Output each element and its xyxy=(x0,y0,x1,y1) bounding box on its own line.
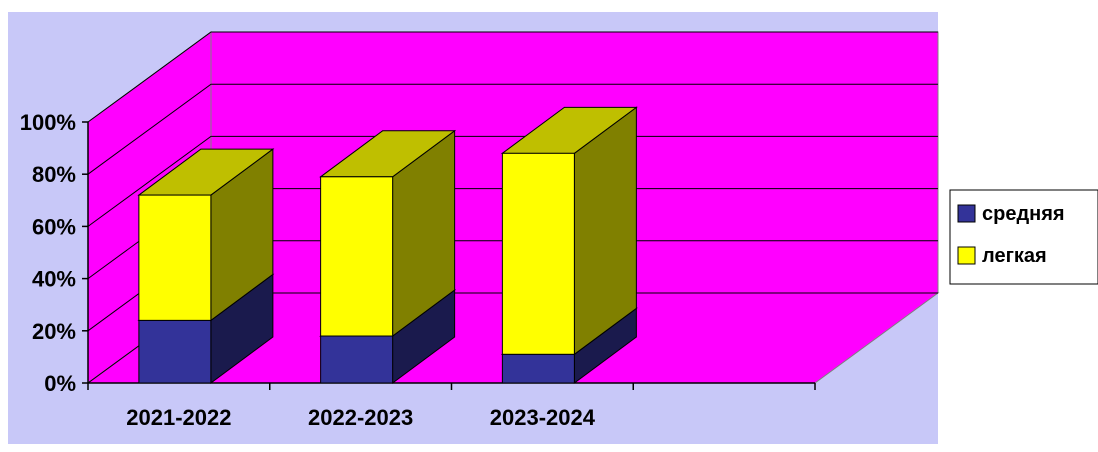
x-tick-labels: 2021-2022 2022-2023 2023-2024 xyxy=(126,405,595,430)
legend-swatch xyxy=(957,204,976,223)
legend-label: легкая xyxy=(982,245,1047,267)
bar-front xyxy=(138,319,212,384)
bar-segment xyxy=(137,148,275,322)
y-tick-label: 0% xyxy=(44,371,76,396)
y-tick-label: 40% xyxy=(32,267,76,292)
legend: средняя легкая xyxy=(949,189,1098,285)
y-tick-label: 80% xyxy=(32,162,76,187)
bar-front xyxy=(501,353,575,384)
legend-swatch xyxy=(957,246,976,265)
y-tick-labels: 0% 20% 40% 60% 80% 100% xyxy=(20,110,76,396)
bar-segment xyxy=(500,106,638,356)
legend-label: средняя xyxy=(982,203,1065,225)
x-tick-label: 2022-2023 xyxy=(308,405,413,430)
gridline xyxy=(87,31,938,123)
y-tick-label: 20% xyxy=(32,319,76,344)
gridline xyxy=(87,135,938,227)
bar-front xyxy=(320,335,394,384)
x-tick-label: 2023-2024 xyxy=(490,405,596,430)
x-tick-label: 2021-2022 xyxy=(126,405,231,430)
bar-segment xyxy=(319,129,457,338)
y-tick-label: 100% xyxy=(20,110,76,135)
bar-front xyxy=(138,194,212,321)
gridline xyxy=(87,83,938,175)
bar-front xyxy=(320,176,394,337)
bars xyxy=(137,106,638,384)
y-tick-label: 60% xyxy=(32,214,76,239)
bar-front xyxy=(501,152,575,355)
